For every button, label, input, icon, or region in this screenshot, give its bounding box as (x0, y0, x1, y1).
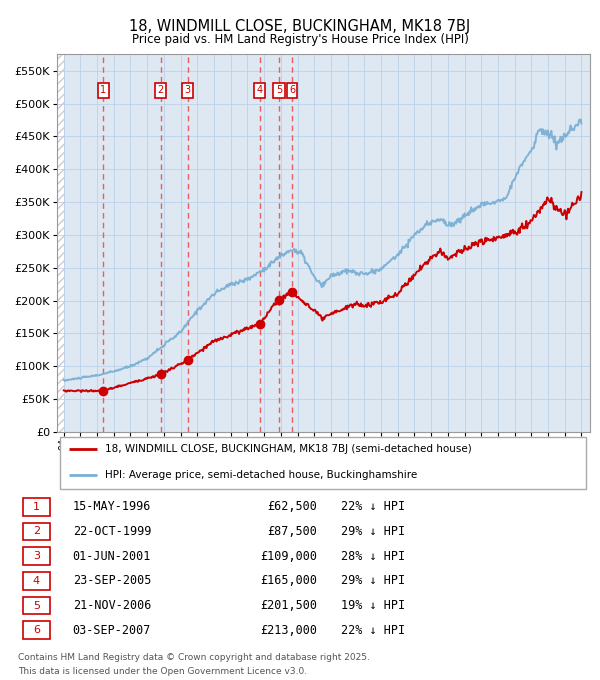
Text: Price paid vs. HM Land Registry's House Price Index (HPI): Price paid vs. HM Land Registry's House … (131, 33, 469, 46)
FancyBboxPatch shape (59, 437, 586, 489)
FancyBboxPatch shape (23, 622, 50, 639)
Text: 2: 2 (33, 526, 40, 537)
Text: £165,000: £165,000 (260, 575, 317, 588)
Text: HPI: Average price, semi-detached house, Buckinghamshire: HPI: Average price, semi-detached house,… (105, 471, 417, 480)
FancyBboxPatch shape (23, 572, 50, 590)
Text: 22% ↓ HPI: 22% ↓ HPI (341, 500, 404, 513)
Text: 18, WINDMILL CLOSE, BUCKINGHAM, MK18 7BJ: 18, WINDMILL CLOSE, BUCKINGHAM, MK18 7BJ (130, 19, 470, 34)
Text: £87,500: £87,500 (268, 525, 317, 538)
Text: 03-SEP-2007: 03-SEP-2007 (73, 624, 151, 636)
Text: Contains HM Land Registry data © Crown copyright and database right 2025.: Contains HM Land Registry data © Crown c… (18, 653, 370, 662)
FancyBboxPatch shape (23, 547, 50, 565)
Text: £109,000: £109,000 (260, 549, 317, 562)
Text: £62,500: £62,500 (268, 500, 317, 513)
Text: 6: 6 (33, 625, 40, 635)
Text: This data is licensed under the Open Government Licence v3.0.: This data is licensed under the Open Gov… (18, 667, 307, 677)
Text: 01-JUN-2001: 01-JUN-2001 (73, 549, 151, 562)
FancyBboxPatch shape (23, 596, 50, 615)
Text: 18, WINDMILL CLOSE, BUCKINGHAM, MK18 7BJ (semi-detached house): 18, WINDMILL CLOSE, BUCKINGHAM, MK18 7BJ… (105, 444, 472, 454)
Text: 5: 5 (276, 85, 282, 95)
Text: 3: 3 (185, 85, 191, 95)
Text: 23-SEP-2005: 23-SEP-2005 (73, 575, 151, 588)
Text: 22% ↓ HPI: 22% ↓ HPI (341, 624, 404, 636)
Text: 29% ↓ HPI: 29% ↓ HPI (341, 525, 404, 538)
Text: 19% ↓ HPI: 19% ↓ HPI (341, 599, 404, 612)
Text: 28% ↓ HPI: 28% ↓ HPI (341, 549, 404, 562)
Text: £213,000: £213,000 (260, 624, 317, 636)
FancyBboxPatch shape (23, 498, 50, 515)
Text: £201,500: £201,500 (260, 599, 317, 612)
Text: 1: 1 (33, 502, 40, 512)
Text: 5: 5 (33, 600, 40, 611)
Text: 21-NOV-2006: 21-NOV-2006 (73, 599, 151, 612)
Text: 29% ↓ HPI: 29% ↓ HPI (341, 575, 404, 588)
FancyBboxPatch shape (23, 522, 50, 541)
Text: 4: 4 (33, 576, 40, 586)
Text: 3: 3 (33, 551, 40, 561)
Text: 1: 1 (100, 85, 106, 95)
Text: 4: 4 (257, 85, 263, 95)
Text: 15-MAY-1996: 15-MAY-1996 (73, 500, 151, 513)
Text: 6: 6 (289, 85, 295, 95)
Text: 2: 2 (158, 85, 164, 95)
Text: 22-OCT-1999: 22-OCT-1999 (73, 525, 151, 538)
Bar (57, 54, 64, 432)
